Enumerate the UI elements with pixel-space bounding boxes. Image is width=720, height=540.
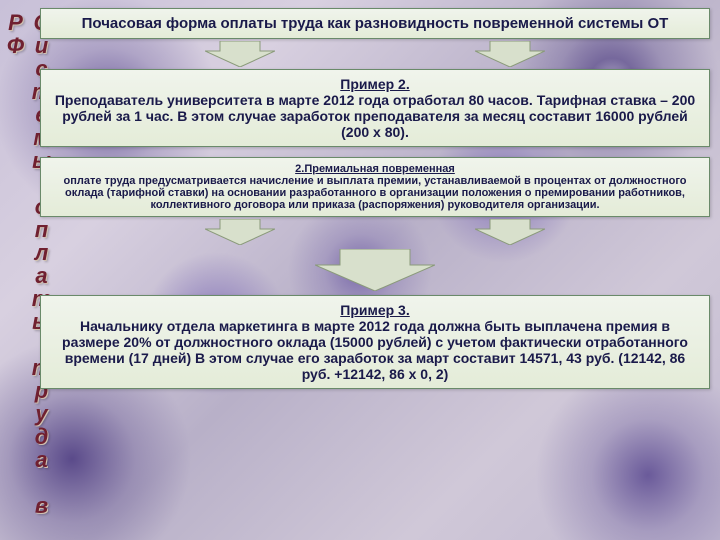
example-3-title: Пример 3. [340,302,409,318]
example-2-box: Пример 2. Преподаватель университета в м… [40,69,710,147]
premium-text: оплате труда предусматривается начислени… [63,175,686,211]
premium-box: 2.Премиальная повременная оплате труда п… [40,157,710,217]
example-2-title: Пример 2. [340,76,409,92]
down-arrow-icon [205,41,275,67]
heading-text: Почасовая форма оплаты труда как разнови… [82,15,669,32]
down-arrow-icon [205,219,275,245]
premium-title: 2.Премиальная повременная [295,163,455,175]
example-3-box: Пример 3. Начальнику отдела маркетинга в… [40,295,710,389]
down-arrow-icon [475,219,545,245]
down-arrow-big-icon [315,249,435,291]
big-arrow-row [40,249,710,291]
down-arrow-icon [475,41,545,67]
arrow-row-1 [40,41,710,67]
arrow-row-2 [40,219,710,245]
heading-box: Почасовая форма оплаты труда как разнови… [40,8,710,39]
main-content: Почасовая форма оплаты труда как разнови… [40,8,710,389]
example-2-text: Преподаватель университета в марте 2012 … [55,92,695,140]
example-3-text: Начальнику отдела маркетинга в марте 201… [62,318,688,382]
